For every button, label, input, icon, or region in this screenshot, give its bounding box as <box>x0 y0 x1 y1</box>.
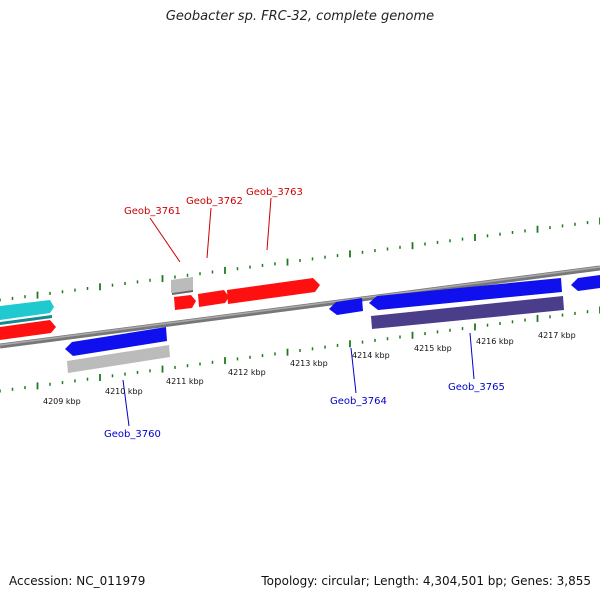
scale-label: 4217 kbp <box>538 331 576 340</box>
scale-label: 4209 kbp <box>43 397 81 406</box>
leader-3763 <box>266 197 272 251</box>
leader-3761 <box>149 217 181 263</box>
leader-3764 <box>350 347 357 394</box>
top-tick-track <box>0 217 600 302</box>
gene-geob-3762[interactable] <box>198 290 229 307</box>
gene-geob-3761[interactable] <box>174 295 196 310</box>
scale-label: 4216 kbp <box>476 337 514 346</box>
leader-3762 <box>206 207 212 259</box>
gene-forward-left[interactable] <box>0 320 56 340</box>
scale-label: 4212 kbp <box>228 368 266 377</box>
gene-label-3760: Geob_3760 <box>104 429 161 440</box>
map-title: Geobacter sp. FRC-32, complete genome <box>165 9 435 24</box>
gene-label-3762: Geob_3762 <box>186 196 243 207</box>
scale-label: 4215 kbp <box>414 344 452 353</box>
gene-geob-3760-pseudo[interactable] <box>67 345 170 373</box>
gene-label-3765: Geob_3765 <box>448 382 505 393</box>
gene-cyan-lower[interactable] <box>0 315 52 325</box>
topology-text: Topology: circular; Length: 4,304,501 bp… <box>261 574 591 588</box>
gene-label-3761: Geob_3761 <box>124 206 181 217</box>
gene-right-edge[interactable] <box>571 275 600 291</box>
scale-label: 4213 kbp <box>290 359 328 368</box>
accession-text: Accession: NC_011979 <box>9 574 146 588</box>
bottom-tick-track <box>0 306 600 393</box>
genome-backbone-highlight <box>0 266 600 346</box>
gene-pseudo-3761[interactable] <box>171 277 193 293</box>
scale-labels: 4209 kbp 4210 kbp 4211 kbp 4212 kbp 4213… <box>43 331 576 406</box>
gene-geob-3760[interactable] <box>65 327 167 356</box>
genome-backbone <box>0 265 600 349</box>
gene-geob-3765[interactable] <box>369 278 562 310</box>
leader-3760 <box>122 379 130 427</box>
scale-label: 4214 kbp <box>352 351 390 360</box>
gene-pseudo-3761-strand <box>172 290 193 295</box>
gene-label-3763: Geob_3763 <box>246 187 303 198</box>
scale-label: 4210 kbp <box>105 387 143 396</box>
gene-geob-3764[interactable] <box>329 298 363 315</box>
leader-3765 <box>469 332 475 380</box>
gene-geob-3763[interactable] <box>227 278 320 304</box>
scale-label: 4211 kbp <box>166 377 204 386</box>
gene-cyan-upper[interactable] <box>0 300 54 320</box>
gene-label-3764: Geob_3764 <box>330 396 387 407</box>
gene-geob-3765-cds[interactable] <box>371 296 564 329</box>
